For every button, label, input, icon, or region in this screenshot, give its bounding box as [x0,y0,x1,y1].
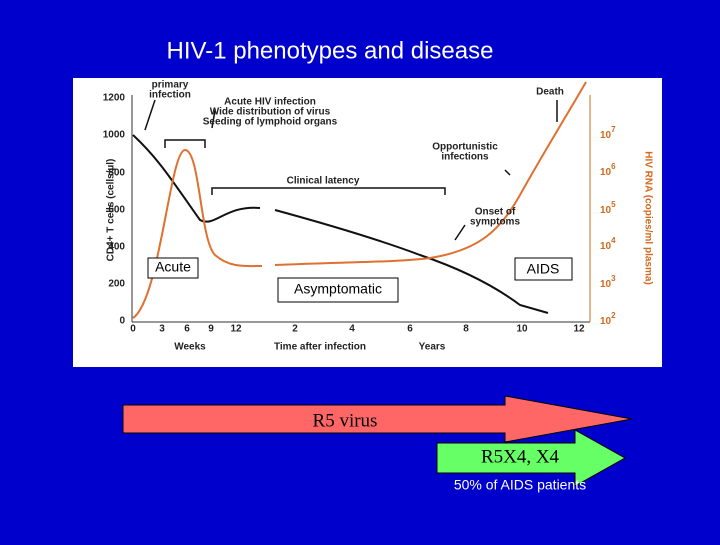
left-tick-label: 800 [108,168,125,179]
year-tick-label: 4 [349,324,355,335]
tick-exponent: 2 [611,311,616,320]
tick-exponent: 3 [611,274,616,283]
arrow-label: R5X4, X4 [481,446,560,467]
figure: CD4+ T cells (cells/µl) HIV RNA (copies/… [73,78,662,367]
r5-arrow [122,395,633,443]
x4-arrow [436,429,627,487]
annotation: Clinical latency [287,176,360,187]
right-axis-label: HIV RNA (copies/ml plasma) [642,151,653,285]
x-label: Time after infection [274,342,366,353]
brackets [164,139,446,195]
week-tick-label: 3 [159,324,165,335]
year-tick-label: 2 [292,324,298,335]
week-tick-label: 6 [184,324,190,335]
annotation: Acute HIV infection [224,97,316,108]
annotation: infections [441,152,489,163]
title: HIV-1 phenotypes and disease [167,37,494,64]
cd4-curve [132,134,549,314]
week-tick-label: 0 [130,324,136,335]
viral-load-curve [132,81,587,319]
pointers [144,99,558,241]
box-label: AIDS [527,261,560,277]
box-label: Asymptomatic [294,281,382,297]
right-tick-label: 106 [600,162,616,178]
week-tick-label: 9 [208,324,214,335]
annotation: Opportunistic [432,142,498,153]
week-tick-label: 12 [230,324,242,335]
tick-base: 10 [600,241,612,252]
arrow-label: R5 virus [313,410,378,431]
tick-exponent: 4 [611,236,616,245]
tick-base: 10 [600,205,612,216]
figure-bg [73,78,662,367]
left-axis-label: CD4+ T cells (cells/µl) [106,159,117,262]
tick-base: 10 [600,279,612,290]
tick-base: 10 [600,167,612,178]
left-tick-label: 400 [108,242,125,253]
right-tick-label: 102 [600,311,616,327]
box-acute [147,257,199,279]
tick-exponent: 5 [611,200,616,209]
left-tick-label: 200 [108,279,125,290]
year-tick-label: 10 [516,324,528,335]
box-label: Acute [155,259,191,275]
annotation: Seeding of lymphoid organs [203,117,338,128]
year-tick-label: 12 [573,324,585,335]
annotation: Wide distribution of virus [210,107,331,118]
year-tick-label: 6 [407,324,413,335]
note: 50% of AIDS patients [454,477,586,493]
year-tick-label: 8 [463,324,469,335]
left-tick-label: 1200 [103,93,126,104]
right-tick-label: 103 [600,274,616,290]
annotation: symptoms [470,217,520,228]
left-tick-label: 600 [108,205,125,216]
right-tick-label: 107 [600,125,616,141]
right-tick-label: 104 [600,236,616,252]
annotation: Onset of [475,207,516,218]
annotation: primary [152,80,189,91]
tick-exponent: 7 [611,125,616,134]
box-asymptomatic [277,277,399,303]
tick-exponent: 6 [611,162,616,171]
annotation: Death [536,87,564,98]
tick-base: 10 [600,130,612,141]
weeks-label: Weeks [174,342,206,353]
left-tick-label: 0 [119,316,125,327]
box-aids [514,257,573,281]
years-label: Years [419,342,446,353]
right-tick-label: 105 [600,200,616,216]
left-tick-label: 1000 [103,130,126,141]
tick-base: 10 [600,316,612,327]
annotation: infection [149,90,191,101]
